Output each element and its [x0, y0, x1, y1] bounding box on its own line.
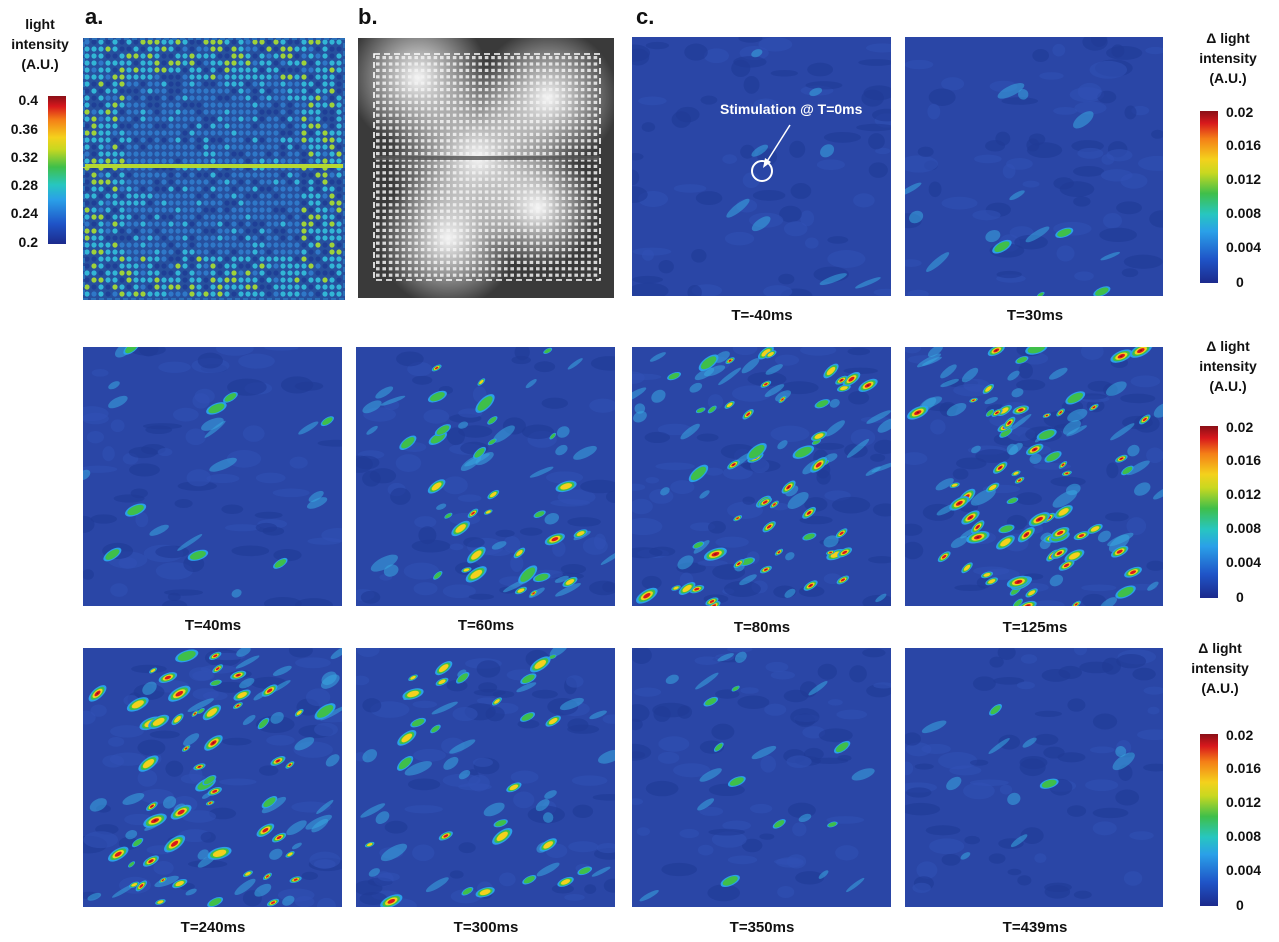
frame-2-heatmap	[83, 347, 342, 606]
colorbar-c-title-line: Δ light	[1206, 30, 1250, 46]
frame-0-label: T=-40ms	[731, 307, 793, 324]
colorbar-c-title-line: intensity	[1191, 660, 1249, 676]
colorbar-c3-tick: 0.008	[1226, 828, 1262, 844]
colorbar-c2-tick: 0.008	[1226, 520, 1262, 536]
panel-label-c: c.	[636, 4, 655, 29]
panel-label-b: b.	[358, 4, 378, 29]
colorbar-a-title-line: intensity	[11, 36, 69, 52]
colorbar-c1-tick: 0.02	[1226, 104, 1254, 120]
colorbar-a-tick: 0.32	[10, 149, 38, 165]
colorbar-a-tick: 0.2	[18, 234, 38, 250]
colorbar-c1-tick: 0.012	[1226, 171, 1262, 187]
colorbar-c3-tick: 0.016	[1226, 760, 1262, 776]
colorbar-c3-title: Δ light intensity (A.U.)	[1170, 638, 1270, 698]
colorbar-c2-tick: 0.016	[1226, 452, 1262, 468]
frame-2-label: T=40ms	[184, 617, 242, 634]
frame-5-label: T=125ms	[1002, 619, 1068, 636]
colorbar-c1-gradient	[1200, 111, 1218, 283]
colorbar-c3-tick: 0	[1236, 897, 1244, 913]
colorbar-c-title-line: Δ light	[1206, 338, 1250, 354]
colorbar-a-title-line: (A.U.)	[21, 56, 59, 72]
colorbar-a-title-line: light	[25, 16, 55, 32]
colorbar-c1-tick: 0.016	[1226, 137, 1262, 153]
colorbar-a-tick: 0.24	[10, 205, 38, 221]
colorbar-c1-tick: 0.004	[1226, 239, 1262, 255]
frame-5-heatmap	[905, 347, 1163, 606]
frame-1-label: T=30ms	[1006, 307, 1064, 324]
frame-8-heatmap	[632, 648, 891, 907]
frame-4-heatmap	[632, 347, 891, 606]
colorbar-c2-title: Δ light intensity (A.U.)	[1178, 336, 1278, 396]
colorbar-c-title-line: intensity	[1199, 358, 1257, 374]
frame-1-heatmap	[905, 37, 1163, 296]
colorbar-a-tick: 0.36	[10, 121, 38, 137]
colorbar-c1-tick: 0.008	[1226, 205, 1262, 221]
colorbar-c2-tick: 0.02	[1226, 419, 1254, 435]
colorbar-c2-tick: 0	[1236, 589, 1244, 605]
frame-4-label: T=80ms	[733, 619, 791, 636]
colorbar-a-tick: 0.28	[10, 177, 38, 193]
panel-a-intensity-map	[83, 38, 345, 300]
frame-9-label: T=439ms	[1002, 919, 1068, 936]
colorbar-c-title-line: Δ light	[1198, 640, 1242, 656]
colorbar-c2-tick: 0.004	[1226, 554, 1262, 570]
colorbar-c2-tick: 0.012	[1226, 486, 1262, 502]
colorbar-c-title-line: intensity	[1199, 50, 1257, 66]
colorbar-c3-tick: 0.004	[1226, 862, 1262, 878]
colorbar-c2-gradient	[1200, 426, 1218, 598]
frame-6-label: T=240ms	[180, 919, 246, 936]
panel-b-electrode-image	[358, 38, 614, 298]
frame-0-heatmap	[632, 37, 891, 296]
colorbar-a-gradient	[48, 96, 66, 244]
colorbar-c3-gradient	[1200, 734, 1218, 906]
colorbar-c3-tick: 0.02	[1226, 727, 1254, 743]
frame-3-label: T=60ms	[457, 617, 515, 634]
colorbar-a-title: light intensity (A.U.)	[2, 14, 78, 74]
panel-label-a: a.	[85, 4, 104, 29]
frame-7-label: T=300ms	[453, 919, 519, 936]
colorbar-c-title-line: (A.U.)	[1201, 680, 1239, 696]
colorbar-c3-tick: 0.012	[1226, 794, 1262, 810]
frame-9-heatmap	[905, 648, 1163, 907]
frame-8-label: T=350ms	[729, 919, 795, 936]
colorbar-c1-title: Δ light intensity (A.U.)	[1178, 28, 1278, 88]
colorbar-a-tick: 0.4	[18, 92, 38, 108]
frame-6-heatmap	[83, 648, 342, 907]
colorbar-c-title-line: (A.U.)	[1209, 70, 1247, 86]
frame-3-heatmap	[356, 347, 615, 606]
colorbar-c-title-line: (A.U.)	[1209, 378, 1247, 394]
frame-7-heatmap	[356, 648, 615, 907]
colorbar-c1-tick: 0	[1236, 274, 1244, 290]
